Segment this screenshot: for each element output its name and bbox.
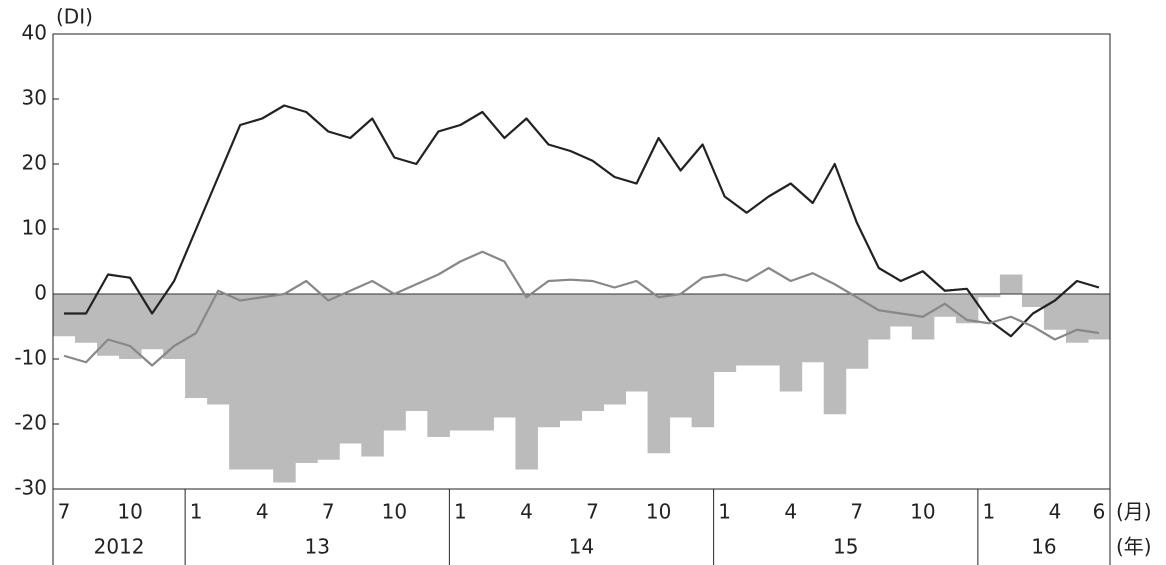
- bar: [735, 294, 759, 366]
- x-tick-label: 10: [382, 500, 407, 524]
- bar: [603, 294, 627, 405]
- year-label: 16: [1031, 535, 1056, 559]
- bar: [273, 294, 296, 483]
- bar: [383, 294, 406, 431]
- y-tick-label: -30: [14, 476, 47, 500]
- x-tick-label: 4: [1049, 500, 1062, 524]
- bar: [823, 294, 847, 415]
- y-tick-label: 40: [22, 21, 47, 45]
- y-tick-label: 0: [34, 281, 47, 305]
- x-tick-label: 4: [784, 500, 797, 524]
- x-tick-label: 10: [117, 500, 142, 524]
- x-tick-label: 7: [58, 500, 71, 524]
- bar: [119, 294, 142, 359]
- bar: [867, 294, 891, 340]
- y-tick-label: -10: [14, 346, 47, 370]
- bar: [515, 294, 538, 470]
- bar: [295, 294, 318, 463]
- x-tick-label: 10: [910, 500, 935, 524]
- bar: [581, 294, 605, 411]
- x-tick-label: 6: [1093, 500, 1106, 524]
- bar: [141, 294, 164, 350]
- bar: [1021, 294, 1045, 307]
- bar: [427, 294, 450, 437]
- year-label: 2012: [94, 535, 145, 559]
- x-tick-label: 7: [586, 500, 599, 524]
- bar: [933, 294, 957, 317]
- bar: [1065, 294, 1089, 343]
- bar: [801, 294, 825, 363]
- y-tick-label: 10: [22, 216, 47, 240]
- bar: [339, 294, 362, 444]
- bar: [977, 294, 1001, 298]
- y-unit-label: (DI): [56, 5, 93, 29]
- line: [64, 104, 1100, 338]
- bar: [757, 294, 781, 366]
- bar: [845, 294, 869, 369]
- bar: [713, 294, 737, 372]
- bar: [75, 294, 98, 343]
- bar: [999, 274, 1023, 294]
- x-tick-label: 10: [646, 500, 671, 524]
- bar: [471, 294, 494, 431]
- x-tick-label: 7: [322, 500, 335, 524]
- bar: [163, 294, 186, 359]
- x-tick-label: 4: [256, 500, 269, 524]
- x-tick-label: 1: [190, 500, 203, 524]
- bar: [493, 294, 516, 418]
- bar: [625, 294, 649, 392]
- bar: [1087, 294, 1111, 340]
- bar: [647, 294, 671, 454]
- y-tick-label: 30: [22, 86, 47, 110]
- bar: [361, 294, 384, 457]
- x-unit-label: (月): [1116, 500, 1152, 524]
- year-unit-label: (年): [1116, 535, 1152, 559]
- bar: [449, 294, 472, 431]
- x-tick-label: 1: [454, 500, 467, 524]
- x-tick-label: 1: [983, 500, 996, 524]
- bar: [207, 294, 230, 405]
- bar: [537, 294, 560, 428]
- x-tick-label: 4: [520, 500, 533, 524]
- bar: [669, 294, 693, 418]
- bar: [251, 294, 274, 470]
- y-tick-label: 20: [22, 151, 47, 175]
- bar: [405, 294, 428, 411]
- bar: [779, 294, 803, 392]
- x-tick-label: 1: [718, 500, 731, 524]
- x-tick-label: 7: [850, 500, 863, 524]
- bar: [185, 294, 208, 398]
- plot-frame: [52, 33, 1111, 490]
- line: [63, 250, 1100, 367]
- bar: [229, 294, 252, 470]
- bar: [889, 294, 913, 327]
- bar: [317, 294, 340, 460]
- year-label: 15: [833, 535, 858, 559]
- year-label: 13: [305, 535, 330, 559]
- bar: [559, 294, 582, 421]
- y-tick-label: -20: [14, 411, 47, 435]
- bar: [53, 294, 76, 337]
- year-label: 14: [569, 535, 594, 559]
- bar: [691, 294, 715, 428]
